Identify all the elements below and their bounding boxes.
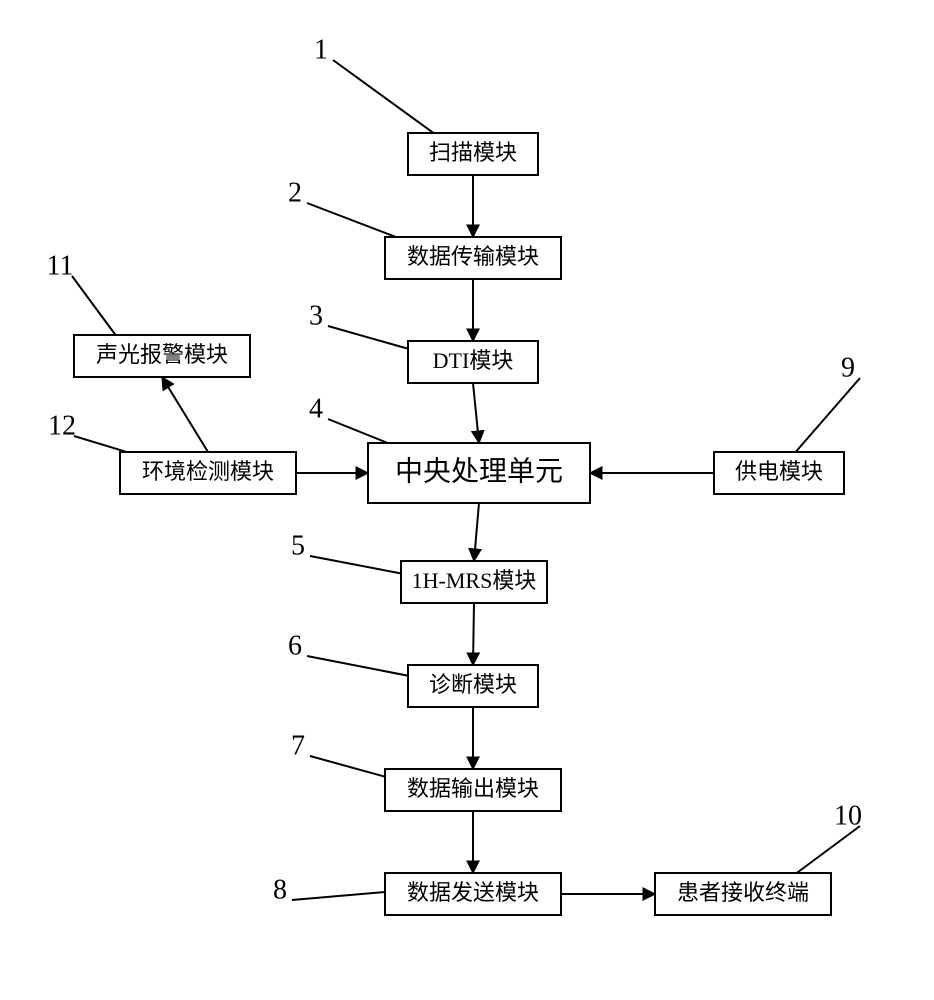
power-node: 供电模块 <box>714 452 844 494</box>
leader-line <box>72 276 117 337</box>
env-label: 环境检测模块 <box>142 459 274 484</box>
callout-3: 3 <box>309 300 323 331</box>
output-label: 数据输出模块 <box>407 776 539 801</box>
callout-10: 10 <box>834 800 862 831</box>
callout-7: 7 <box>291 730 305 761</box>
leader-line <box>790 826 860 878</box>
callout-12: 12 <box>48 410 76 441</box>
diagnose-label: 诊断模块 <box>429 672 517 697</box>
edge <box>474 503 479 561</box>
callout-1: 1 <box>314 34 328 65</box>
callout-6: 6 <box>288 630 302 661</box>
patient-label: 患者接收终端 <box>677 880 809 905</box>
callout-8: 8 <box>273 874 287 905</box>
callout-9: 9 <box>841 352 855 383</box>
hmrs-label: 1H-MRS模块 <box>412 568 537 593</box>
callout-4: 4 <box>309 393 323 424</box>
edge <box>473 603 474 665</box>
transmit-node: 数据传输模块 <box>385 237 561 279</box>
scan-node: 扫描模块 <box>408 133 538 175</box>
edge <box>473 383 479 443</box>
send-label: 数据发送模块 <box>407 880 539 905</box>
leader-line <box>793 378 860 455</box>
callout-2: 2 <box>288 177 302 208</box>
scan-label: 扫描模块 <box>429 140 517 165</box>
callout-11: 11 <box>47 250 74 281</box>
callout-5: 5 <box>291 530 305 561</box>
edge <box>162 377 208 452</box>
dti-node: DTI模块 <box>408 341 538 383</box>
leader-line <box>292 892 385 900</box>
diagnose-node: 诊断模块 <box>408 665 538 707</box>
dti-label: DTI模块 <box>433 348 514 373</box>
env-node: 环境检测模块 <box>120 452 296 494</box>
patient-node: 患者接收终端 <box>655 873 831 915</box>
alarm-label: 声光报警模块 <box>96 342 228 367</box>
output-node: 数据输出模块 <box>385 769 561 811</box>
alarm-node: 声光报警模块 <box>74 335 250 377</box>
power-label: 供电模块 <box>735 459 823 484</box>
cpu-label: 中央处理单元 <box>395 455 563 487</box>
hmrs-node: 1H-MRS模块 <box>401 561 547 603</box>
flowchart: 扫描模块数据传输模块 DTI模块中央处理单元 1H-MRS模块诊断模块数据输出模块数… <box>0 0 934 1000</box>
send-node: 数据发送模块 <box>385 873 561 915</box>
cpu-node: 中央处理单元 <box>368 443 590 503</box>
transmit-label: 数据传输模块 <box>407 244 539 269</box>
